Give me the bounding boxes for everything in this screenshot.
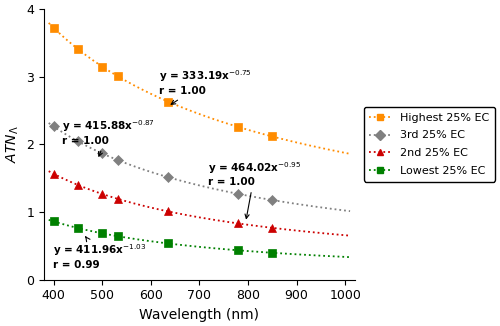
Y-axis label: ATN$_\Lambda$: ATN$_\Lambda$ [4, 126, 20, 163]
Text: y = 415.88x$^{-0.87}$
r = 1.00: y = 415.88x$^{-0.87}$ r = 1.00 [62, 118, 155, 156]
Text: y = 411.96x$^{-1.03}$
r = 0.99: y = 411.96x$^{-1.03}$ r = 0.99 [52, 237, 146, 270]
Text: y = 464.02x$^{-0.95}$
r = 1.00: y = 464.02x$^{-0.95}$ r = 1.00 [208, 160, 301, 218]
Text: y = 333.19x$^{-0.75}$
r = 1.00: y = 333.19x$^{-0.75}$ r = 1.00 [159, 68, 252, 104]
X-axis label: Wavelength (nm): Wavelength (nm) [140, 308, 260, 322]
Legend: Highest 25% EC, 3rd 25% EC, 2nd 25% EC, Lowest 25% EC: Highest 25% EC, 3rd 25% EC, 2nd 25% EC, … [364, 107, 495, 182]
